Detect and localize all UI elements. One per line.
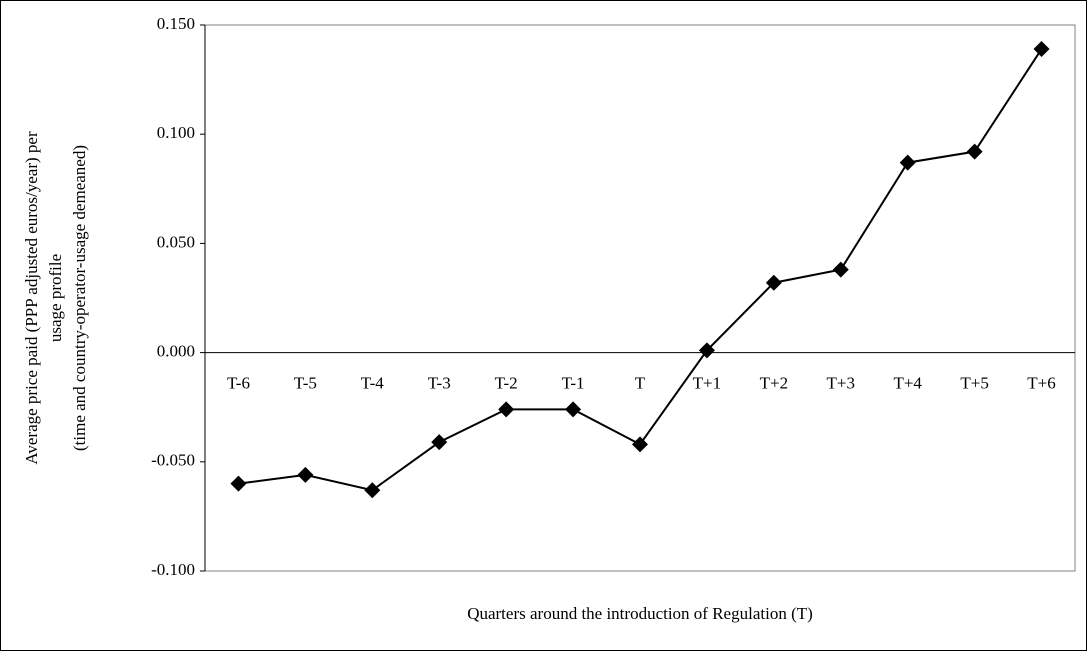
- y-axis-label: (time and country-operator-usage demeane…: [70, 145, 89, 451]
- x-tick-label: T+4: [893, 374, 922, 393]
- x-tick-label: T+5: [960, 374, 988, 393]
- x-tick-label: T+6: [1027, 374, 1055, 393]
- x-tick-label: T+3: [827, 374, 855, 393]
- y-tick-label: -0.050: [151, 451, 195, 470]
- x-axis-label: Quarters around the introduction of Regu…: [467, 604, 813, 623]
- marker: [498, 401, 515, 418]
- y-axis-label: usage profile: [46, 254, 65, 342]
- y-axis-label: Average price paid (PPP adjusted euros/y…: [22, 131, 41, 465]
- x-tick-label: T-2: [495, 374, 518, 393]
- marker: [632, 436, 648, 453]
- y-tick-label: 0.000: [157, 342, 195, 361]
- y-tick-label: 0.100: [157, 123, 195, 142]
- marker: [698, 342, 715, 359]
- marker: [765, 274, 782, 291]
- marker: [966, 143, 983, 160]
- x-tick-label: T-6: [227, 374, 250, 393]
- marker: [364, 482, 381, 499]
- marker: [565, 401, 582, 418]
- marker: [832, 261, 849, 278]
- marker: [297, 466, 314, 483]
- x-tick-label: T+1: [693, 374, 721, 393]
- marker: [230, 475, 247, 492]
- marker: [1033, 41, 1050, 58]
- marker: [431, 434, 448, 451]
- x-tick-label: T+2: [760, 374, 788, 393]
- y-tick-label: 0.150: [157, 14, 195, 33]
- x-tick-label: T-4: [361, 374, 384, 393]
- x-tick-label: T-3: [428, 374, 451, 393]
- y-tick-label: 0.050: [157, 232, 195, 251]
- x-tick-label: T-5: [294, 374, 317, 393]
- x-tick-label: T-1: [562, 374, 585, 393]
- y-tick-label: -0.100: [151, 560, 195, 579]
- marker: [899, 154, 916, 171]
- x-tick-label: T: [635, 374, 646, 393]
